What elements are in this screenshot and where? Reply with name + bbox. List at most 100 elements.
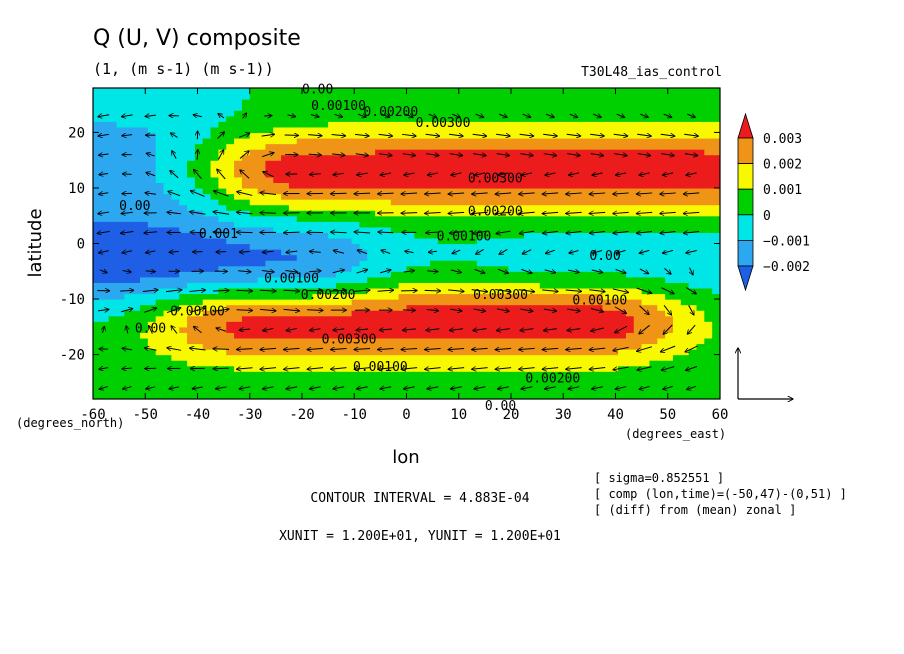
wind-vector (566, 193, 582, 194)
field-cell (571, 154, 580, 161)
field-cell (696, 132, 705, 139)
field-cell (335, 304, 345, 311)
field-cell (477, 221, 486, 228)
field-cell (179, 376, 188, 383)
wind-vector (260, 309, 276, 310)
field-cell (680, 215, 690, 222)
field-cell (563, 226, 572, 233)
field-cell (351, 110, 361, 117)
field-cell (304, 276, 314, 283)
field-cell (312, 215, 321, 222)
field-cell (296, 299, 306, 306)
field-cell (335, 237, 345, 245)
field-cell (477, 149, 486, 156)
field-cell (492, 215, 502, 222)
field-cell (555, 276, 564, 283)
field-cell (108, 293, 118, 300)
field-cell (187, 182, 196, 189)
field-cell (343, 187, 353, 195)
field-cell (210, 337, 219, 345)
field-cell (672, 376, 682, 383)
field-cell (484, 349, 494, 356)
field-cell (484, 160, 494, 167)
field-cell (649, 315, 658, 322)
field-cell (524, 254, 533, 261)
field-cell (500, 304, 509, 311)
y-tick-label: -20 (60, 348, 85, 364)
field-cell (241, 126, 251, 134)
field-cell (179, 104, 188, 111)
field-cell (422, 393, 431, 399)
field-cell (367, 243, 376, 250)
field-cell (594, 243, 604, 250)
field-cell (155, 132, 165, 139)
wind-vector (239, 251, 250, 252)
field-cell (124, 282, 133, 289)
field-cell (508, 337, 517, 345)
field-cell (132, 315, 141, 322)
field-cell (343, 110, 353, 117)
field-cell (116, 88, 125, 95)
field-cell (187, 332, 196, 339)
field-cell (343, 343, 353, 350)
field-cell (234, 193, 243, 200)
field-cell (484, 343, 494, 350)
field-cell (594, 343, 604, 350)
field-cell (657, 215, 666, 222)
field-cell (539, 88, 549, 95)
field-cell (477, 337, 486, 345)
field-cell (712, 193, 720, 200)
field-cell (657, 343, 666, 350)
field-cell (187, 143, 196, 150)
wind-vector (262, 153, 274, 158)
field-cell (712, 149, 720, 156)
field-cell (116, 160, 125, 167)
field-cell (382, 276, 392, 283)
field-cell (531, 393, 541, 399)
field-cell (194, 349, 204, 356)
field-cell (179, 110, 188, 117)
field-cell (194, 199, 204, 206)
field-cell (469, 287, 478, 295)
field-cell (390, 171, 400, 178)
field-cell (194, 387, 204, 395)
field-cell (712, 243, 720, 250)
field-cell (508, 137, 517, 145)
field-cell (140, 171, 149, 178)
field-cell (108, 249, 118, 256)
field-cell (390, 382, 400, 389)
wind-vector (690, 267, 694, 275)
wind-vector (102, 326, 104, 333)
field-cell (328, 182, 337, 189)
field-cell (132, 276, 141, 283)
field-cell (547, 193, 557, 200)
field-cell (155, 182, 165, 189)
wind-vector (239, 133, 250, 138)
field-cell (657, 149, 666, 156)
field-cell (194, 171, 204, 178)
wind-vector (354, 232, 371, 233)
field-cell (108, 187, 118, 195)
plot-area (93, 88, 720, 399)
field-cell (132, 176, 141, 184)
field-cell (477, 237, 486, 245)
field-cell (375, 182, 384, 189)
wind-vector (99, 270, 107, 273)
field-cell (445, 176, 455, 184)
field-cell (500, 99, 509, 106)
field-cell (672, 365, 682, 372)
field-cell (187, 171, 196, 178)
field-cell (477, 126, 486, 134)
field-cell (218, 293, 227, 300)
field-cell (163, 93, 172, 100)
field-cell (657, 199, 666, 206)
field-cell (586, 104, 596, 111)
wind-vector (121, 212, 133, 213)
field-cell (406, 254, 415, 261)
field-cell (547, 204, 557, 211)
field-cell (147, 332, 157, 339)
field-cell (116, 349, 125, 356)
field-cell (226, 337, 235, 345)
field-cell (249, 376, 259, 383)
field-cell (453, 371, 462, 378)
